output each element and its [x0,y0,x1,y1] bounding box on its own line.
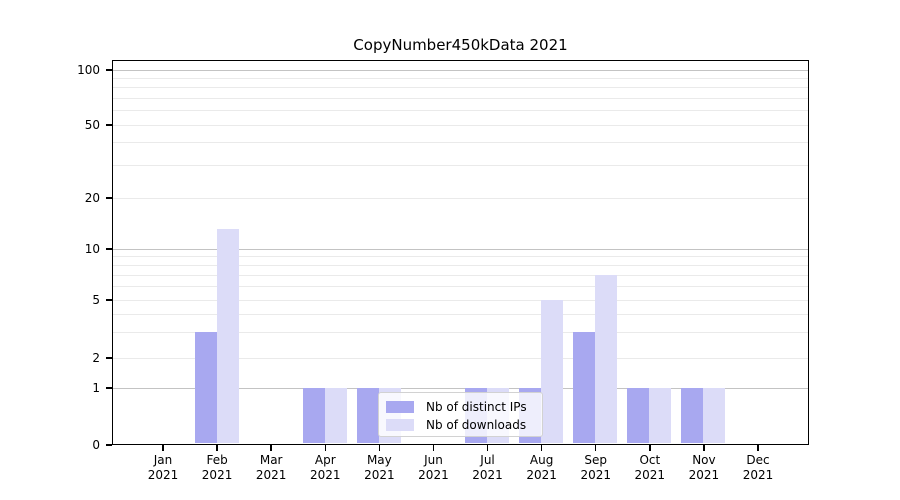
x-tick-year-aug: 2021 [526,468,557,482]
bar-downloads-feb [216,229,239,443]
x-tick-label-jun: Jun 2021 [403,453,463,483]
y-tick-0 [106,444,112,446]
x-tick-label-jul: Jul 2021 [458,453,518,483]
x-tick-label-mar: Mar 2021 [241,453,301,483]
bar-ips-nov [681,387,704,443]
bar-ips-may [356,387,379,443]
gridline-10 [113,248,808,250]
gridline-80 [113,87,808,89]
x-tick-label-nov: Nov 2021 [674,453,734,483]
y-tick-100 [106,69,112,71]
y-tick-label-0: 0 [92,438,100,452]
legend: Nb of distinct IPs Nb of downloads [378,392,543,437]
x-tick-label-aug: Aug 2021 [512,453,572,483]
y-tick-50 [106,124,112,126]
x-tick-year-jan: 2021 [147,468,179,482]
legend-label-distinct-ips: Nb of distinct IPs [426,400,527,414]
bar-ips-feb [194,331,217,443]
x-tick-year-nov: 2021 [688,468,720,482]
x-tick-year-dec: 2021 [742,468,774,482]
bar-downloads-aug [541,299,564,443]
x-tick-oct [649,445,651,451]
bar-downloads-nov [703,387,726,443]
gridline-1 [113,387,808,389]
plot-area [112,60,809,445]
x-tick-jul [486,445,489,451]
x-tick-jun [432,445,435,451]
y-tick-2 [106,357,112,359]
x-tick-year-mar: 2021 [255,468,287,482]
gridline-5 [113,299,808,301]
x-tick-apr [324,445,327,451]
x-tick-jan [162,445,164,451]
y-tick-label-20: 20 [84,191,100,205]
x-tick-year-oct: 2021 [634,468,666,482]
y-tick-10 [106,248,112,250]
gridline-9 [113,256,808,258]
gridline-50 [113,124,808,126]
bar-downloads-sep [595,274,618,443]
x-tick-year-feb: 2021 [201,468,233,482]
gridline-90 [113,77,808,79]
gridline-100 [113,69,808,71]
gridline-2 [113,357,808,359]
bar-downloads-oct [649,387,672,443]
legend-label-downloads: Nb of downloads [426,418,527,432]
x-tick-label-may: May 2021 [349,453,409,483]
gridline-4 [113,313,808,315]
y-tick-5 [106,299,112,301]
x-tick-label-feb: Feb 2021 [187,453,247,483]
gridline-8 [113,264,808,266]
x-tick-label-dec: Dec 2021 [728,453,788,483]
gridline-6 [113,286,808,288]
y-tick-1 [106,387,112,389]
x-tick-may [378,445,381,451]
legend-swatch-downloads-icon [386,419,414,431]
x-tick-label-apr: Apr 2021 [295,453,355,483]
x-tick-sep [594,445,597,451]
y-tick-label-5: 5 [92,293,100,307]
y-tick-20 [106,197,112,199]
bar-ips-oct [627,387,650,443]
bar-downloads-apr [324,387,347,443]
x-tick-year-jul: 2021 [472,468,503,482]
x-tick-nov [703,445,705,451]
gridline-20 [113,197,808,199]
bar-ips-apr [302,387,325,443]
x-tick-year-sep: 2021 [580,468,611,482]
legend-entry-distinct-ips: Nb of distinct IPs [386,398,534,416]
x-tick-mar [270,445,272,451]
x-tick-aug [540,445,543,451]
x-tick-label-jan: Jan 2021 [133,453,193,483]
gridline-40 [113,142,808,144]
x-tick-dec [757,445,759,451]
gridline-30 [113,165,808,167]
x-tick-label-sep: Sep 2021 [566,453,626,483]
bar-ips-sep [573,331,596,443]
x-tick-year-apr: 2021 [309,468,341,482]
gridline-70 [113,97,808,99]
gridline-60 [113,110,808,112]
gridline-3 [113,331,808,333]
y-tick-label-100: 100 [77,63,100,77]
gridline-7 [113,274,808,276]
chart-title: CopyNumber450kData 2021 [353,36,568,54]
y-tick-label-2: 2 [92,351,100,365]
y-tick-label-10: 10 [84,242,100,256]
x-tick-label-oct: Oct 2021 [620,453,680,483]
x-tick-feb [216,445,218,451]
legend-swatch-distinct-ips-icon [386,401,414,413]
x-tick-year-may: 2021 [364,468,395,482]
x-tick-year-jun: 2021 [418,468,449,482]
legend-entry-downloads: Nb of downloads [386,416,534,434]
y-tick-label-50: 50 [84,118,100,132]
y-tick-label-1: 1 [92,381,100,395]
